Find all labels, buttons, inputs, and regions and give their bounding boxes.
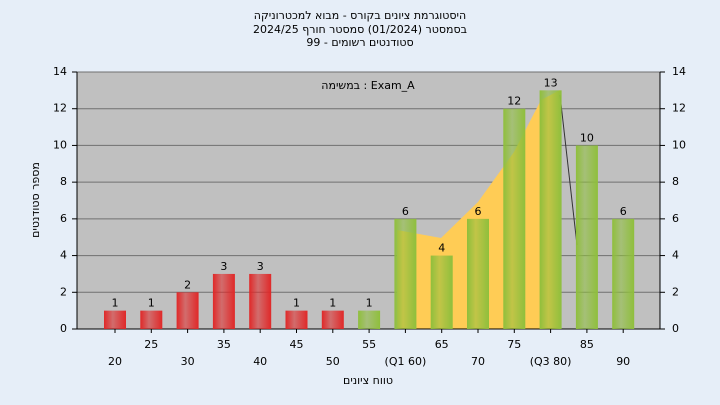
- x-tick-label: (Q1 60): [385, 355, 427, 368]
- bar: [104, 310, 126, 329]
- bar: [575, 145, 598, 329]
- value-label: 2: [184, 278, 191, 291]
- value-label: 1: [112, 297, 119, 310]
- y-tick-label: 14: [53, 65, 67, 78]
- chart-title: היסטוגרמת ציונים בקורס - מבוא למכטרוניקה: [254, 9, 466, 22]
- x-tick-label: 65: [435, 338, 449, 351]
- x-tick-label: 85: [580, 338, 594, 351]
- x-tick-label: 30: [181, 355, 195, 368]
- x-tick-label: 45: [290, 338, 304, 351]
- value-label: 6: [402, 205, 409, 218]
- y2-tick-label: 8: [672, 175, 679, 188]
- bar: [430, 255, 453, 329]
- x-tick-label: 70: [471, 355, 485, 368]
- x-tick-label: 55: [362, 338, 376, 351]
- y2-tick-label: 2: [672, 285, 679, 298]
- y-tick-label: 0: [60, 322, 67, 335]
- x-tick-label: 35: [217, 338, 231, 351]
- y-tick-label: 10: [53, 138, 67, 151]
- bar: [321, 310, 344, 329]
- value-label: 1: [293, 297, 300, 310]
- y-tick-label: 8: [60, 175, 67, 188]
- x-tick-label: 40: [253, 355, 267, 368]
- value-label: 12: [507, 95, 521, 108]
- value-label: 1: [148, 297, 155, 310]
- x-tick-label: 75: [507, 338, 521, 351]
- x-tick-label: 25: [144, 338, 158, 351]
- value-label: 6: [475, 205, 482, 218]
- bar: [539, 90, 562, 329]
- x-tick-label: 20: [108, 355, 122, 368]
- y2-tick-label: 12: [672, 102, 686, 115]
- y-tick-label: 2: [60, 285, 67, 298]
- y2-tick-label: 6: [672, 212, 679, 225]
- plot-area: [77, 72, 660, 329]
- value-label: 3: [257, 260, 264, 273]
- bar: [612, 218, 635, 329]
- bar: [358, 310, 381, 329]
- chart-subtitle: סטודנטים רשומים - 99: [306, 36, 413, 49]
- value-label: 1: [329, 297, 336, 310]
- y-axis-label: מספר סטודנטים: [29, 162, 42, 238]
- bar: [176, 292, 199, 329]
- y2-tick-label: 14: [672, 65, 686, 78]
- y2-tick-label: 0: [672, 322, 679, 335]
- y-tick-label: 6: [60, 212, 67, 225]
- y-tick-label: 4: [60, 249, 67, 262]
- chart-subtitle: בסמסטר (01/2024) סמסטר חורף 2024/25: [253, 23, 467, 36]
- x-axis-label: טווח ציונים: [343, 374, 393, 387]
- y2-tick-label: 4: [672, 249, 679, 262]
- bar: [285, 310, 308, 329]
- bar: [212, 273, 235, 329]
- bar: [249, 273, 272, 329]
- bar: [467, 218, 489, 329]
- value-label: 3: [220, 260, 227, 273]
- bar: [140, 310, 163, 329]
- value-label: 4: [438, 242, 445, 255]
- bar: [503, 108, 526, 329]
- value-label: 13: [544, 76, 558, 89]
- x-tick-label: 50: [326, 355, 340, 368]
- value-label: 1: [366, 297, 373, 310]
- y2-tick-label: 10: [672, 138, 686, 151]
- y-tick-label: 12: [53, 102, 67, 115]
- x-tick-label: (Q3 80): [530, 355, 572, 368]
- value-label: 10: [580, 131, 594, 144]
- x-tick-label: 90: [616, 355, 630, 368]
- bar: [394, 218, 417, 329]
- value-label: 6: [620, 205, 627, 218]
- whisker-line: [559, 94, 578, 246]
- annotation: במשימה : Exam_A: [321, 79, 415, 92]
